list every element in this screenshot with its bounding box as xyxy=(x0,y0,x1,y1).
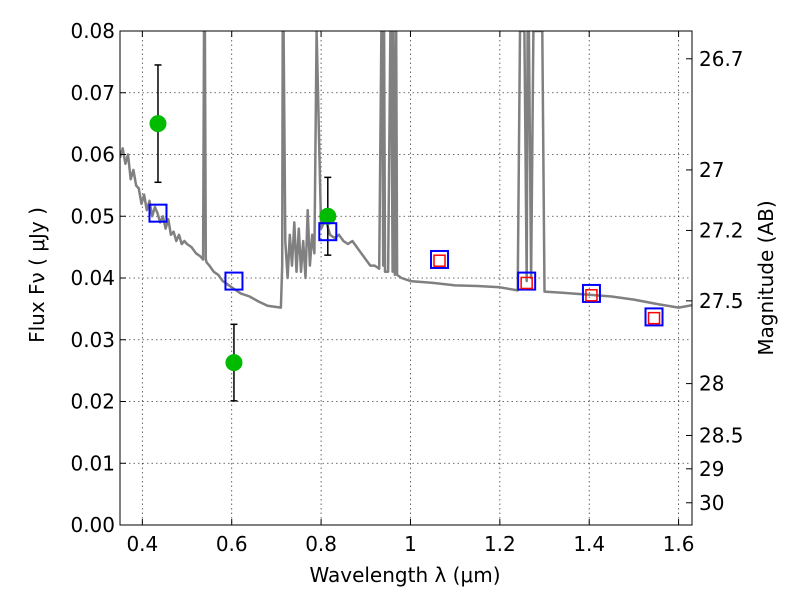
right-y-tick-label: 26.7 xyxy=(699,47,744,71)
y-axis-label: Flux Fν ( μJy ) xyxy=(25,207,49,343)
y-tick-label: 0.07 xyxy=(70,81,115,105)
y-tick-label: 0.05 xyxy=(70,204,115,228)
right-y-tick-label: 30 xyxy=(699,491,724,515)
model-band-square-blue xyxy=(517,271,537,291)
model-band-square-blue xyxy=(148,203,168,223)
model-band-square-blue xyxy=(644,307,664,327)
right-y-axis-label: Magnitude (AB) xyxy=(754,200,778,355)
x-tick-label: 0.4 xyxy=(126,532,158,556)
x-axis-label: Wavelength λ (μm) xyxy=(309,563,500,587)
plot-area xyxy=(120,31,692,402)
model-band-square-red xyxy=(647,311,661,325)
y-tick-label: 0.04 xyxy=(70,266,115,290)
model-band-square-blue xyxy=(224,271,244,291)
model-band-square-blue xyxy=(318,222,338,242)
x-tick-label: 0.6 xyxy=(216,532,248,556)
y-tick-label: 0.02 xyxy=(70,390,115,414)
y-tick-label: 0.08 xyxy=(70,19,115,43)
x-tick-label: 1.4 xyxy=(573,532,605,556)
model-band-square-red xyxy=(585,289,598,302)
right-y-tick-label: 29 xyxy=(699,457,724,481)
x-tick-label: 1.2 xyxy=(484,532,516,556)
model-band-square-red xyxy=(433,254,446,267)
axes: 0.4 0.6 0.8 1 1.2 1.4 1.6 0.00 0.01 0.02 0.03 0.04 0… xyxy=(70,19,743,556)
x-tick-label: 0.8 xyxy=(305,532,337,556)
observed-flux-point xyxy=(319,207,337,225)
observed-flux-point xyxy=(225,354,243,372)
model-band-square-blue xyxy=(581,283,601,303)
right-y-tick-label: 27 xyxy=(699,158,724,182)
y-tick-label: 0.01 xyxy=(70,451,115,475)
x-tick-label: 1 xyxy=(404,532,417,556)
model-band-square-red xyxy=(520,276,533,290)
x-tick-label: 1.6 xyxy=(663,532,695,556)
model-band-square-blue xyxy=(430,249,450,269)
model-spectrum-line xyxy=(120,31,692,309)
y-tick-label: 0.00 xyxy=(70,513,115,537)
right-y-tick-label: 28 xyxy=(699,372,724,396)
y-tick-label: 0.03 xyxy=(70,328,115,352)
right-y-tick-label: 27.5 xyxy=(699,289,744,313)
observed-flux-point xyxy=(149,115,167,133)
y-tick-label: 0.06 xyxy=(70,143,115,167)
right-y-tick-label: 27.2 xyxy=(699,218,744,242)
right-y-tick-label: 28.5 xyxy=(699,423,744,447)
